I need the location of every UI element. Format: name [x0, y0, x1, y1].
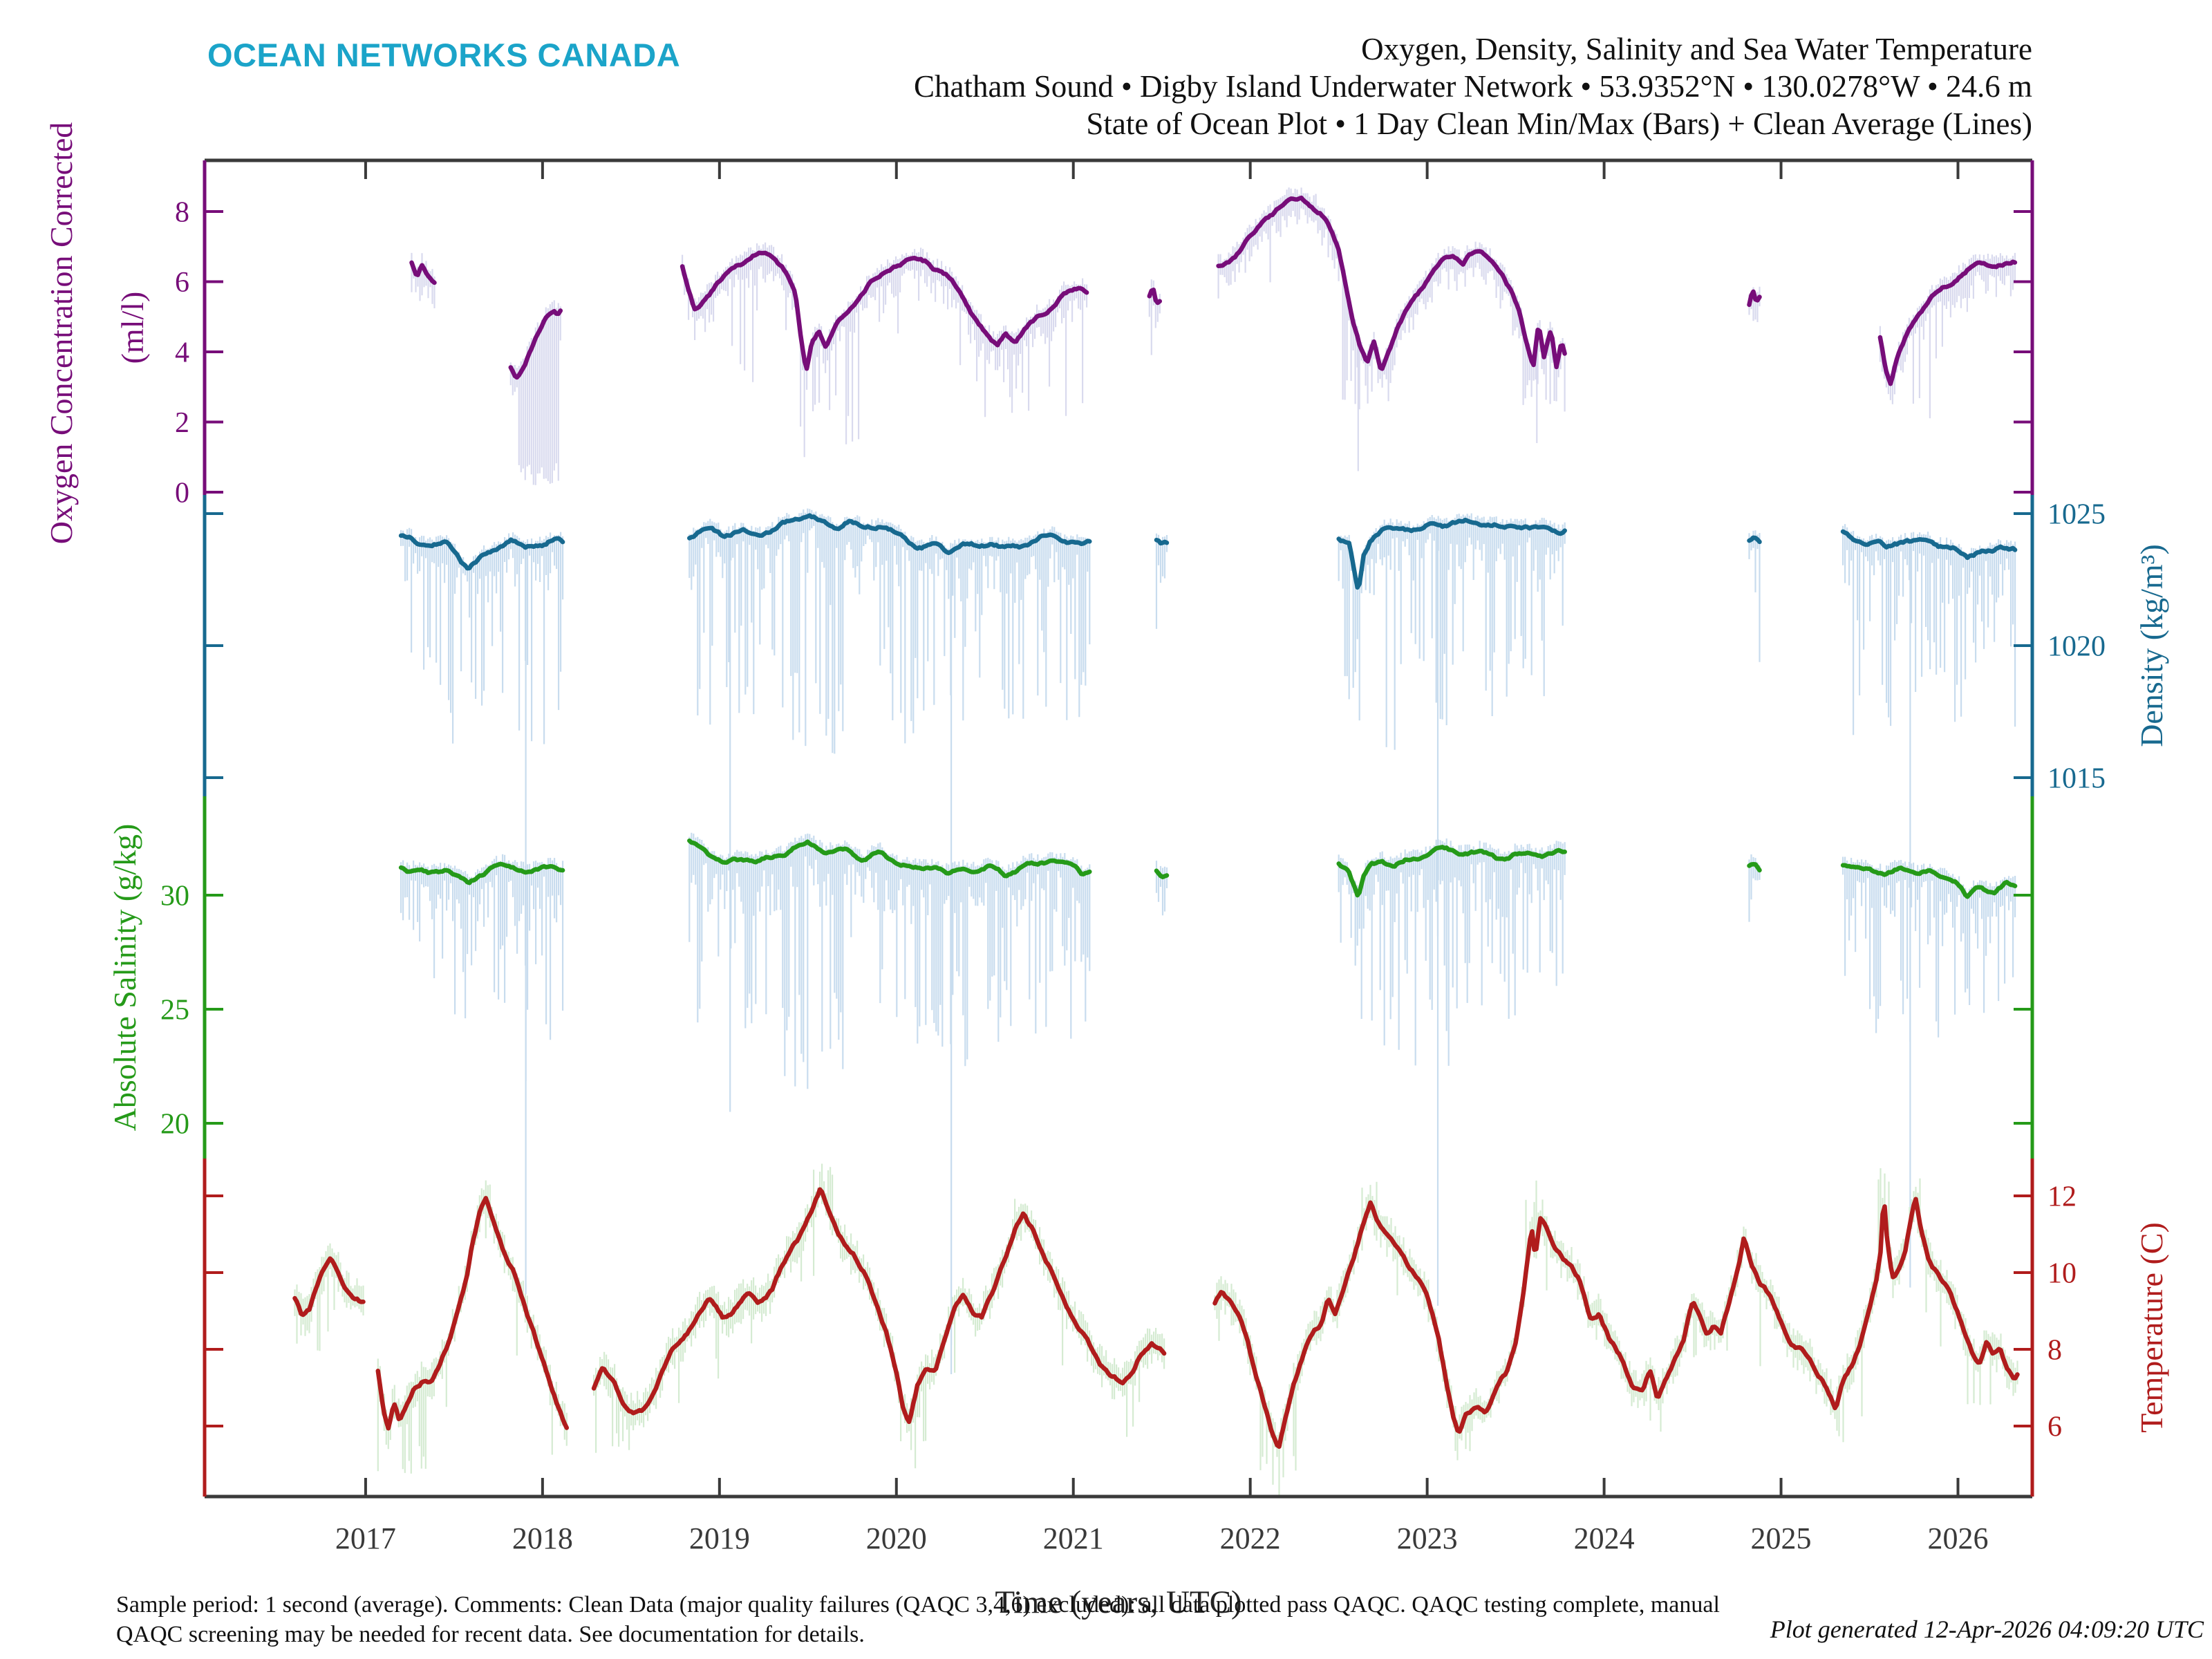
oxygen-tick-label: 4 — [175, 337, 189, 368]
density-average-line-segment-0 — [398, 533, 565, 571]
temperature-tick-label: 12 — [2047, 1181, 2077, 1212]
x-tick-label-2022: 2022 — [1220, 1521, 1281, 1555]
oxygen-tick-label: 0 — [175, 477, 189, 509]
plot-title-line2: Chatham Sound • Digby Island Underwater … — [914, 69, 2032, 104]
salinity-average-line-segment-3 — [1336, 845, 1567, 898]
temperature-average-line-segment-2 — [591, 1187, 1167, 1425]
salinity-average-line-segment-4 — [1747, 861, 1762, 873]
plot-title-line1: Oxygen, Density, Salinity and Sea Water … — [1361, 32, 2032, 66]
temperature-average-line-segment-0 — [292, 1256, 366, 1318]
oxygen-average-line-segment-1 — [508, 308, 563, 380]
temperature-average-line-segment-1 — [375, 1196, 570, 1431]
plot-data-area — [292, 187, 2020, 1497]
oxygen-tick-label: 6 — [175, 267, 189, 299]
temperature-average-line-segment-3 — [1212, 1197, 2020, 1449]
density-tick-label: 1020 — [2047, 630, 2106, 662]
oxygen-minmax-bars — [411, 187, 2016, 485]
x-tick-label-2018: 2018 — [512, 1521, 573, 1555]
salinity-tick-label: 25 — [160, 994, 189, 1026]
temperature-tick-label: 10 — [2047, 1257, 2077, 1289]
salinity-average-line-segment-5 — [1840, 863, 2018, 899]
oxygen-average-line-segment-4 — [1216, 195, 1567, 371]
density-average-line-segment-4 — [1747, 535, 1762, 545]
oxygen-tick-label: 2 — [175, 407, 189, 439]
x-tick-label-2025: 2025 — [1751, 1521, 1812, 1555]
x-tick-label-2023: 2023 — [1397, 1521, 1458, 1555]
salinity-average-line-segment-1 — [687, 838, 1092, 879]
temperature-tick-label: 8 — [2047, 1334, 2062, 1366]
x-tick-label-2026: 2026 — [1927, 1521, 1988, 1555]
plot-title-line3: State of Ocean Plot • 1 Day Clean Min/Ma… — [1086, 106, 2032, 141]
x-tick-label-2017: 2017 — [335, 1521, 396, 1555]
y-axis-title-salinity: Absolute Salinity (g/kg) — [107, 824, 142, 1132]
x-tick-label-2021: 2021 — [1043, 1521, 1104, 1555]
density-minmax-bars — [400, 508, 2016, 1346]
oxygen-average-line-segment-2 — [679, 250, 1089, 371]
plot-generated-timestamp: Plot generated 12-Apr-2026 04:09:20 UTC — [1770, 1615, 2204, 1643]
density-average-line-segment-3 — [1336, 517, 1567, 590]
y-axis-title-oxygen-units: (ml/l) — [115, 292, 150, 364]
temperature-tick-label: 6 — [2047, 1411, 2062, 1443]
density-average-line-segment-2 — [1154, 537, 1170, 546]
salinity-tick-label: 20 — [160, 1108, 189, 1140]
x-tick-label-2020: 2020 — [866, 1521, 927, 1555]
density-tick-label: 1025 — [2047, 498, 2106, 530]
salinity-minmax-bars — [400, 832, 2016, 1374]
density-average-line-segment-1 — [687, 513, 1092, 556]
temperature-minmax-bars — [294, 1163, 2018, 1497]
oxygen-average-line-segment-3 — [1147, 288, 1163, 306]
x-axis-title: Time (years, UTC) — [995, 1584, 1241, 1620]
density-tick-label: 1015 — [2047, 762, 2106, 794]
onc-logo: OCEAN NETWORKS CANADA — [207, 37, 681, 73]
oxygen-average-line-segment-5 — [1747, 289, 1762, 308]
x-tick-label-2019: 2019 — [689, 1521, 750, 1555]
average-lines-layer — [292, 195, 2020, 1449]
salinity-average-line-segment-2 — [1154, 868, 1170, 879]
salinity-tick-label: 30 — [160, 880, 189, 912]
oxygen-average-line-segment-6 — [1877, 259, 2018, 386]
oxygen-tick-label: 8 — [175, 196, 189, 228]
y-axis-title-temperature: Temperature (C) — [2134, 1222, 2169, 1433]
oxygen-average-line-segment-0 — [409, 260, 437, 285]
x-tick-label-2024: 2024 — [1574, 1521, 1635, 1555]
y-axis-title-oxygen: Oxygen Concentration Corrected — [44, 122, 79, 545]
salinity-average-line-segment-0 — [398, 861, 565, 885]
y-axis-title-density: Density (kg/m³) — [2134, 544, 2169, 747]
qaqc-comment: Sample period: 1 second (average). Comme… — [116, 1590, 1720, 1649]
minmax-bars-layer — [294, 187, 2018, 1497]
qaqc-comment-line1: Sample period: 1 second (average). Comme… — [116, 1592, 1720, 1618]
qaqc-comment-line2: QAQC screening may be needed for recent … — [116, 1622, 865, 1647]
plot-title-block: Oxygen, Density, Salinity and Sea Water … — [914, 30, 2032, 142]
density-average-line-segment-5 — [1840, 529, 2018, 561]
